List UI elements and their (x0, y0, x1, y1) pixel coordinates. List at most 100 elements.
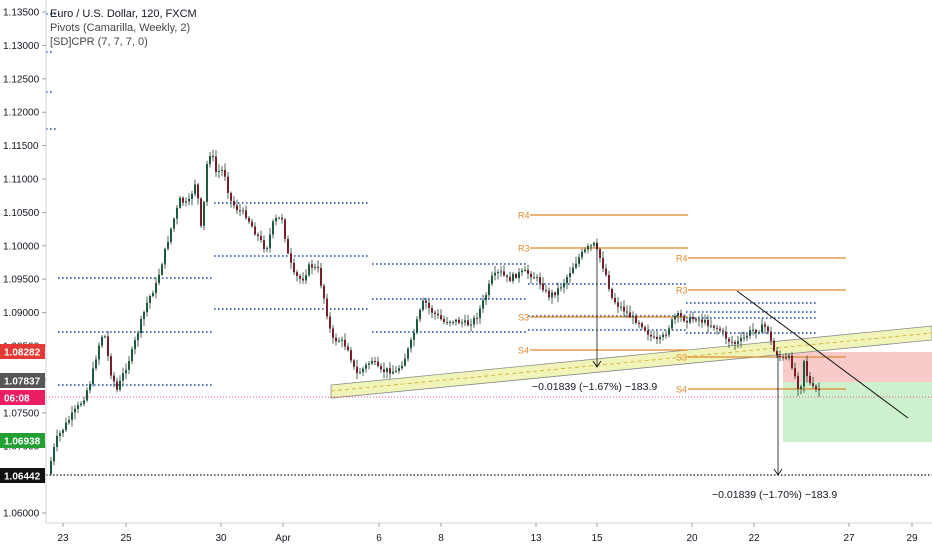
price-label-text: 1.08282 (4, 348, 41, 359)
price-label-text: 1.06938 (4, 437, 41, 448)
candle-body (566, 277, 568, 284)
candle-body (500, 271, 502, 273)
candle-body (731, 341, 733, 343)
candle-body (62, 429, 64, 434)
candle-body (410, 339, 412, 349)
candle-body (518, 272, 520, 278)
candle-body (713, 325, 715, 328)
candle-body (374, 360, 376, 362)
candle-body (431, 308, 433, 313)
candle-body (557, 288, 559, 296)
candle-body (590, 245, 592, 247)
candles-group (50, 149, 820, 476)
x-tick-label: 22 (748, 533, 760, 544)
x-tick-label: 8 (438, 533, 444, 544)
candle-body (671, 319, 673, 329)
candle-body (794, 368, 796, 377)
candle-body (137, 333, 139, 341)
candle-body (554, 292, 556, 296)
candle-body (542, 283, 544, 291)
candle-body (812, 383, 814, 387)
candle-body (287, 238, 289, 254)
candle-body (380, 366, 382, 370)
candle-body (605, 268, 607, 276)
candle-body (305, 275, 307, 281)
candle-body (209, 156, 211, 165)
candle-body (656, 336, 658, 340)
candle-body (548, 290, 550, 298)
candle-body (773, 340, 775, 351)
candle-body (326, 298, 328, 317)
candle-body (506, 275, 508, 277)
candle-body (452, 321, 454, 323)
candle-body (176, 207, 178, 219)
candle-body (587, 246, 589, 250)
candle-body (230, 192, 232, 201)
candle-body (146, 302, 148, 313)
price-label-box (0, 390, 45, 405)
candle-body (128, 360, 130, 370)
candle-body (110, 356, 112, 376)
candle-body (539, 277, 541, 284)
price-label-box (0, 373, 45, 388)
candle-body (767, 326, 769, 332)
candle-body (143, 312, 145, 319)
candle-body (458, 319, 460, 324)
candle-body (353, 360, 355, 367)
candle-body (650, 334, 652, 337)
price-label-text: 06:08 (4, 394, 30, 405)
candle-body (728, 338, 730, 342)
candle-body (620, 306, 622, 308)
candle-body (485, 295, 487, 301)
trend-line (736, 290, 909, 419)
candle-body (335, 337, 337, 342)
candle-body (470, 324, 472, 326)
candle-body (710, 325, 712, 327)
candle-body (257, 234, 259, 237)
candle-body (707, 319, 709, 327)
candle-body (800, 386, 802, 389)
candle-body (584, 249, 586, 252)
candle-body (611, 288, 613, 298)
candle-body (599, 249, 601, 259)
candle-body (440, 315, 442, 320)
candle-body (203, 201, 205, 226)
candle-body (761, 324, 763, 333)
candle-body (116, 381, 118, 390)
candle-body (524, 269, 526, 271)
candle-body (359, 372, 361, 374)
candle-body (164, 248, 166, 265)
chart-legend: Euro / U.S. Dollar, 120, FXCM Pivots (Ca… (50, 7, 197, 49)
candle-body (392, 371, 394, 374)
candle-body (131, 349, 133, 361)
candle-body (77, 405, 79, 409)
candle-body (350, 350, 352, 361)
candle-body (665, 334, 667, 336)
candle-body (179, 197, 181, 208)
candle-body (233, 200, 235, 206)
candle-body (563, 283, 565, 288)
candle-body (614, 297, 616, 303)
candle-body (314, 266, 316, 268)
candle-body (734, 342, 736, 344)
candle-body (476, 317, 478, 319)
measurement-label-2: −0.01839 (−1.70%) −183.9 (712, 489, 837, 501)
candle-body (134, 340, 136, 350)
candle-body (446, 321, 448, 323)
candle-body (302, 278, 304, 281)
candle-body (416, 319, 418, 333)
candle-body (716, 327, 718, 329)
candle-body (125, 369, 127, 374)
candle-body (746, 335, 748, 338)
candle-body (635, 316, 637, 323)
candle-body (296, 272, 298, 276)
y-tick-label: 1.13500 (3, 8, 40, 19)
candle-body (443, 319, 445, 322)
candle-body (527, 269, 529, 274)
candle-body (389, 368, 391, 374)
candle-body (725, 331, 727, 339)
candle-body (221, 169, 223, 172)
candle-body (86, 390, 88, 401)
